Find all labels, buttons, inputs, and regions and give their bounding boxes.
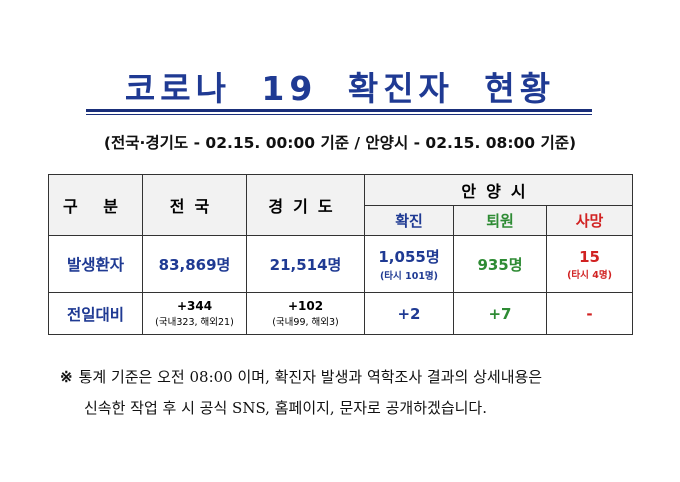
row-label-patients: 발생환자 (48, 235, 143, 293)
footnote-line-2: 신속한 작업 후 시 공식 SNS, 홈페이지, 문자로 공개하겠습니다. (84, 399, 487, 417)
patients-gyeonggi: 21,514명 (246, 235, 365, 293)
title-underline-thick (86, 109, 592, 112)
header-national: 전국 (142, 174, 247, 236)
daily-change-national: +344 (176, 299, 213, 313)
daily-change-anyang-death: - (545, 292, 634, 335)
header-anyang-discharged: 퇴원 (453, 205, 547, 236)
daily-change-anyang-confirmed: +2 (364, 292, 454, 335)
patients-anyang-death-cell: 15 (타시 4명) (545, 235, 634, 293)
daily-change-gyeonggi-cell: +102 (국내99, 해외3) (246, 292, 365, 335)
daily-change-gyeonggi-note: (국내99, 해외3) (272, 317, 339, 328)
daily-change-gyeonggi: +102 (287, 299, 324, 313)
patients-anyang-death-note: (타시 4명) (567, 270, 612, 281)
reference-mark: ※ (60, 368, 73, 386)
page-title: 코로나 19 확진자 현황 (124, 69, 556, 108)
reference-time-subtitle: (전국·경기도 - 02.15. 00:00 기준 / 안양시 - 02.15.… (103, 134, 577, 152)
covid-stats-table: 구 분 전국 경기도 안양시 확진 퇴원 사망 발생환자 83,869명 21,… (48, 174, 634, 335)
header-anyang-death: 사망 (545, 205, 634, 236)
patients-anyang-confirmed: 1,055명 (378, 248, 440, 266)
title-underline-thin (86, 114, 592, 115)
header-category: 구 분 (48, 174, 143, 236)
row-label-daily-change: 전일대비 (48, 292, 143, 335)
footnote-line-1: 통계 기준은 오전 08:00 이며, 확진자 발생과 역학조사 결과의 상세내… (78, 368, 543, 386)
patients-anyang-confirmed-note: (타시 101명) (379, 271, 439, 282)
header-gyeonggi: 경기도 (246, 174, 365, 236)
header-anyang: 안양시 (363, 174, 634, 206)
patients-national: 83,869명 (142, 235, 247, 293)
header-anyang-confirmed: 확진 (364, 205, 454, 236)
daily-change-national-cell: +344 (국내323, 해외21) (142, 292, 247, 335)
footnote: ※ 통계 기준은 오전 08:00 이며, 확진자 발생과 역학조사 결과의 상세… (60, 362, 650, 424)
patients-anyang-death: 15 (579, 248, 600, 266)
patients-anyang-discharged: 935명 (453, 235, 547, 293)
daily-change-national-note: (국내323, 해외21) (155, 317, 234, 328)
patients-anyang-confirmed-cell: 1,055명 (타시 101명) (364, 235, 454, 293)
daily-change-anyang-discharged: +7 (453, 292, 547, 335)
